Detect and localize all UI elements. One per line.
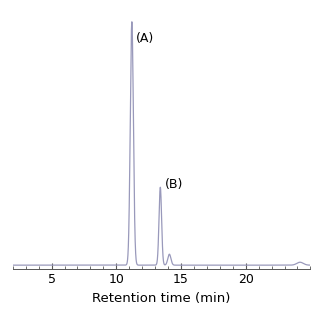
X-axis label: Retention time (min): Retention time (min) [92, 292, 231, 305]
Text: (B): (B) [165, 178, 183, 190]
Text: (A): (A) [136, 31, 155, 44]
